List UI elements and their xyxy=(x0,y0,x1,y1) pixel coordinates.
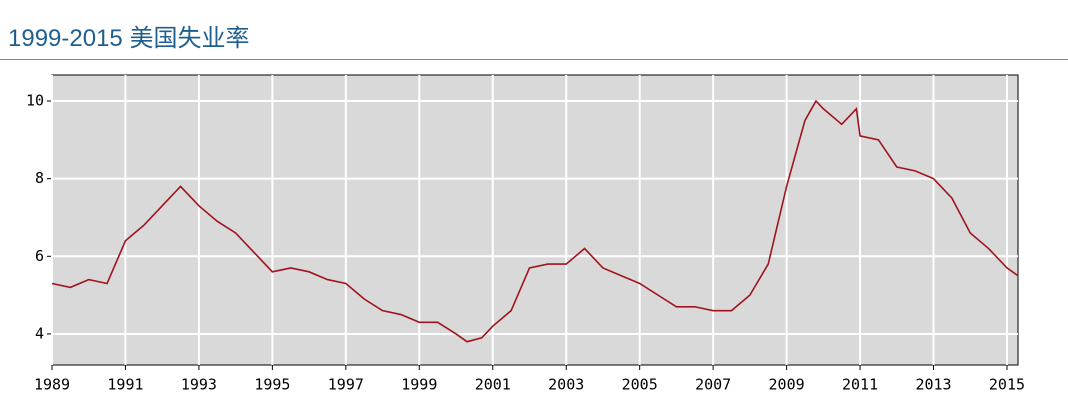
x-tick-label: 1989 xyxy=(34,376,70,394)
x-tick-label: 2011 xyxy=(842,376,878,394)
y-tick-label: 4 xyxy=(35,324,44,342)
y-tick-label: 10 xyxy=(26,92,44,110)
data-line xyxy=(51,99,1019,343)
x-tick-label: 1993 xyxy=(181,376,217,394)
x-tick-label: 2009 xyxy=(769,376,805,394)
plot-area xyxy=(51,74,1019,366)
y-tick-label: 6 xyxy=(35,247,44,265)
x-tick-label: 2013 xyxy=(915,376,951,394)
x-tick-label: 2005 xyxy=(622,376,658,394)
x-tick-label: 2003 xyxy=(548,376,584,394)
chart-title: 1999-2015 美国失业率 xyxy=(8,25,250,52)
x-tick-label: 1999 xyxy=(401,376,437,394)
x-tick-label: 2015 xyxy=(989,376,1025,394)
y-tick-label: 8 xyxy=(35,169,44,187)
x-tick-label: 2001 xyxy=(475,376,511,394)
x-tick-label: 1991 xyxy=(107,376,143,394)
x-tick-label: 1995 xyxy=(254,376,290,394)
x-tick-label: 2007 xyxy=(695,376,731,394)
title-rule xyxy=(0,59,1068,60)
x-tick-label: 1997 xyxy=(328,376,364,394)
